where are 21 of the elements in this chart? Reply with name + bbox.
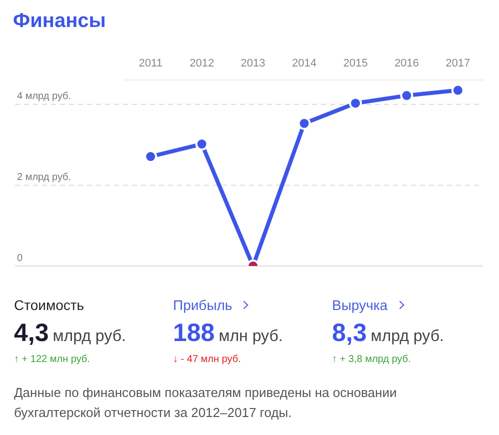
y-tick-label: 4 млрд руб. bbox=[17, 91, 72, 102]
text: Стоимость bbox=[14, 297, 84, 313]
x-tick-label: 2012 bbox=[190, 58, 214, 70]
x-tick-label: 2013 bbox=[240, 58, 266, 70]
x-tick-label: 2016 bbox=[394, 58, 419, 70]
text: ↓ - 47 млн руб. bbox=[173, 354, 242, 365]
x-tick-label: 2017 bbox=[446, 58, 470, 70]
y-tick-label: 2 млрд руб. bbox=[17, 172, 72, 183]
text: Выручка bbox=[332, 297, 388, 313]
text: Данные по финансовым показателям приведены на основании бухгалтерской отчетности за 2012–2017 годы. bbox=[14, 384, 398, 422]
text: ↑ + 122 млн руб. bbox=[14, 354, 91, 365]
text: 8,3 млрд руб. bbox=[332, 319, 444, 347]
chart-title: Финансы bbox=[12, 9, 107, 34]
text: Прибыль bbox=[173, 297, 232, 313]
x-tick-label: 2015 bbox=[343, 58, 368, 70]
x-tick-label: 2014 bbox=[292, 58, 316, 70]
text: ↑ + 3,8 млрд руб. bbox=[332, 354, 412, 365]
text: 188 млн руб. bbox=[173, 319, 283, 347]
text: 4,3 млрд руб. bbox=[14, 319, 126, 347]
y-tick-label: 0 bbox=[17, 252, 23, 264]
x-tick-label: 2011 bbox=[138, 58, 162, 70]
